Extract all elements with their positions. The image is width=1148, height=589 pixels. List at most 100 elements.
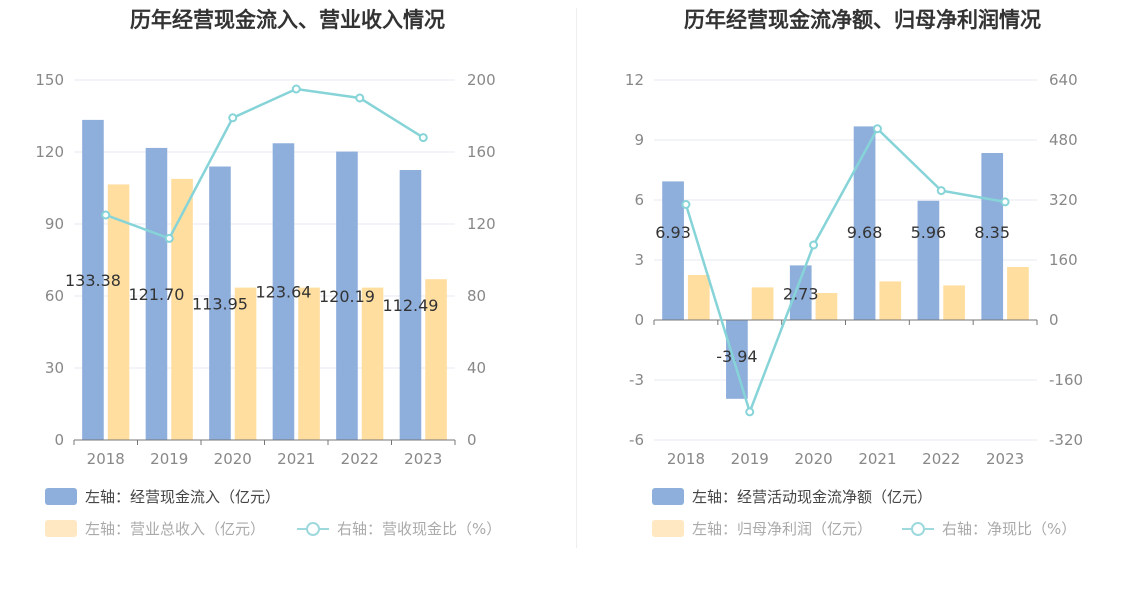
left-axis-tick-label: 0 <box>634 311 644 329</box>
ratio-point <box>355 93 365 103</box>
bar-data-label: 121.70 <box>128 285 184 304</box>
bar-secondary <box>815 293 838 320</box>
ratio-point <box>228 113 238 123</box>
chart-title: 历年经营现金流入、营业收入情况 <box>130 8 445 32</box>
net-cash-flow-chart: -6 -3 0 3 6 9 12 -320 -160 0 160 320 480 640 6.93 2018 -… <box>625 71 1083 468</box>
cash-inflow-chart-panel: 历年经营现金流入、营业收入情况 0 30 60 90 120 150 0 40 80 120 160… <box>0 0 575 560</box>
left-axis-tick-label: 6 <box>634 191 644 209</box>
ratio-line <box>684 126 1006 416</box>
right-axis-tick-label: 40 <box>467 359 486 377</box>
right-axis-tick-label: 320 <box>1049 191 1078 209</box>
bar-primary <box>145 147 168 441</box>
right-axis-tick-label: 640 <box>1049 71 1078 89</box>
legend-label: 左轴：营业总收入（亿元） <box>85 520 266 538</box>
category-tick-label: 2023 <box>404 450 442 468</box>
legend-item-net-profit[interactable]: 左轴：归母净利润（亿元） <box>652 518 872 539</box>
bar-primary <box>789 265 812 320</box>
legend-swatch <box>652 488 684 505</box>
bar-secondary <box>298 287 320 440</box>
ratio-point <box>681 200 691 209</box>
bar-primary <box>82 119 104 440</box>
right-axis-tick-label: 160 <box>1049 251 1078 269</box>
legend-label: 右轴：营收现金比（%） <box>337 520 502 538</box>
bar-primary <box>917 200 940 320</box>
left-axis-tick-label: -3 <box>629 371 644 389</box>
legend-label: 左轴：经营现金流入（亿元） <box>85 488 281 506</box>
bar-secondary <box>107 184 130 440</box>
legend-swatch <box>45 520 77 537</box>
bar-secondary <box>234 287 257 440</box>
bar-primary <box>272 143 295 440</box>
left-axis-tick-label: 12 <box>625 71 644 89</box>
bar-data-label: 112.49 <box>382 296 438 315</box>
category-tick-label: 2022 <box>922 450 960 468</box>
bar-data-label: 123.64 <box>255 283 311 302</box>
bar-data-label: 9.68 <box>847 223 883 242</box>
ratio-line <box>105 87 424 240</box>
category-tick-label: 2021 <box>277 450 315 468</box>
bar-secondary <box>943 285 965 320</box>
legend-item-revenue[interactable]: 左轴：营业总收入（亿元） <box>45 518 265 539</box>
bar-data-label: 2.73 <box>783 284 819 303</box>
left-axis-tick-label: 60 <box>45 287 64 305</box>
bar-secondary <box>171 178 193 440</box>
legend-label: 左轴：归母净利润（亿元） <box>692 520 873 538</box>
right-axis-tick-label: 200 <box>467 71 496 89</box>
legend-label: 右轴：净现比（%） <box>942 520 1077 538</box>
right-axis-tick-label: 120 <box>467 215 496 233</box>
ratio-point <box>936 186 946 196</box>
bar-secondary <box>879 281 902 320</box>
legend-item-net-cash-ratio[interactable]: 右轴：净现比（%） <box>902 518 1076 539</box>
bar-primary <box>399 170 422 441</box>
legend-label: 左轴：经营活动现金流净额（亿元） <box>692 488 933 506</box>
legend-item-cash-ratio[interactable]: 右轴：营收现金比（%） <box>297 518 501 539</box>
legend-item-net-cash-flow[interactable]: 左轴：经营活动现金流净额（亿元） <box>652 486 932 507</box>
chart-title: 历年经营现金流净额、归母净利润情况 <box>684 8 1041 32</box>
left-axis-tick-label: 0 <box>54 431 64 449</box>
left-axis-tick-label: -6 <box>629 431 644 449</box>
category-tick-label: 2022 <box>341 450 379 468</box>
right-axis-tick-label: 0 <box>1049 311 1059 329</box>
right-axis-tick-label: 480 <box>1049 131 1078 149</box>
cash-inflow-chart: 0 30 60 90 120 150 0 40 80 120 160 200 133.38 2018 121… <box>35 71 496 468</box>
ratio-point <box>418 133 428 143</box>
legend-line-icon <box>297 520 329 537</box>
right-axis-tick-label: -320 <box>1049 431 1083 449</box>
ratio-point <box>745 407 755 417</box>
bar-secondary <box>425 279 447 440</box>
category-tick-label: 2023 <box>986 450 1024 468</box>
legend-line-icon <box>902 520 934 537</box>
left-axis-tick-label: 150 <box>35 71 64 89</box>
bar-primary <box>981 153 1004 320</box>
bar-primary <box>336 151 358 440</box>
bar-data-label: 8.35 <box>974 223 1010 242</box>
ratio-point <box>291 84 301 94</box>
bar-secondary <box>687 275 710 320</box>
bar-secondary <box>361 287 384 440</box>
left-axis-tick-label: 90 <box>45 215 64 233</box>
panel-divider <box>576 8 577 548</box>
bar-primary <box>662 181 684 320</box>
bar-data-label: 133.38 <box>65 271 121 290</box>
legend-swatch <box>652 520 684 537</box>
legend-item-cash-inflow[interactable]: 左轴：经营现金流入（亿元） <box>45 486 280 507</box>
bar-primary <box>726 320 748 399</box>
category-tick-label: 2020 <box>794 450 832 468</box>
ratio-point <box>872 124 882 134</box>
bar-secondary <box>1007 267 1029 320</box>
bar-data-label: -3.94 <box>716 347 757 366</box>
category-tick-label: 2021 <box>858 450 896 468</box>
category-tick-label: 2019 <box>150 450 188 468</box>
bar-secondary <box>751 287 774 320</box>
bar-data-label: 113.95 <box>192 294 248 313</box>
left-axis-tick-label: 30 <box>45 359 64 377</box>
net-cash-flow-chart-panel: 历年经营现金流净额、归母净利润情况 -6 -3 0 3 6 9 12 -320 -160 0 160… <box>577 0 1148 560</box>
bar-primary <box>853 126 876 321</box>
category-tick-label: 2018 <box>87 450 125 468</box>
bar-primary <box>209 166 231 440</box>
right-axis-tick-label: 160 <box>467 143 496 161</box>
bar-data-label: 120.19 <box>319 287 375 306</box>
legend-swatch <box>45 488 77 505</box>
category-tick-label: 2020 <box>214 450 252 468</box>
bar-data-label: 5.96 <box>911 223 947 242</box>
